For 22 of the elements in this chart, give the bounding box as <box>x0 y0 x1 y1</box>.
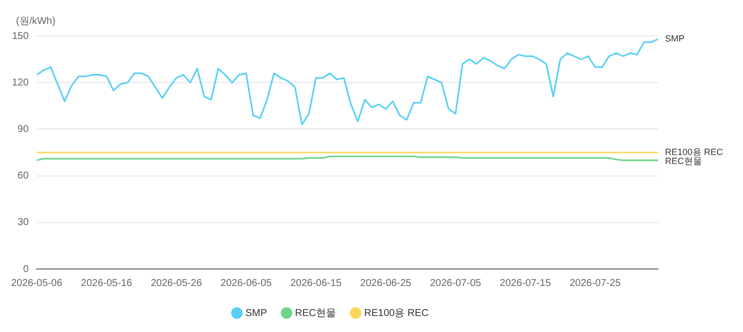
y-tick-label: 60 <box>18 170 30 182</box>
y-tick-label: 120 <box>12 77 30 88</box>
y-axis-title: (원/kWh) <box>16 16 56 27</box>
x-tick-label: 2026-05-16 <box>80 278 133 289</box>
x-tick-label: 2026-06-15 <box>290 278 342 289</box>
x-tick-label: 2026-06-25 <box>360 278 412 289</box>
x-tick-label: 2026-06-05 <box>220 278 272 289</box>
y-tick-label: 150 <box>12 30 30 42</box>
text: REC현물 <box>665 156 702 166</box>
x-tick-label: 2026-05-06 <box>11 278 63 289</box>
legend-label: RE100용 REC <box>364 308 429 319</box>
y-tick-label: 30 <box>18 217 30 228</box>
legend-label: SMP <box>245 308 268 319</box>
x-tick-label: 2026-07-05 <box>430 278 482 289</box>
y-tick-label: 90 <box>18 124 30 135</box>
legend-label: REC현물 <box>295 308 336 319</box>
text: SMP <box>665 34 685 44</box>
x-tick-label: 2026-07-15 <box>500 278 552 289</box>
y-tick-label: 0 <box>23 264 30 275</box>
x-tick-label: 2026-05-26 <box>150 278 202 289</box>
text: RE100용 REC <box>665 146 724 157</box>
x-tick-label: 2026-07-25 <box>570 278 622 289</box>
